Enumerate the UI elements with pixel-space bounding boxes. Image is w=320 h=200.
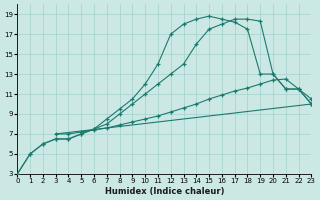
- X-axis label: Humidex (Indice chaleur): Humidex (Indice chaleur): [105, 187, 224, 196]
